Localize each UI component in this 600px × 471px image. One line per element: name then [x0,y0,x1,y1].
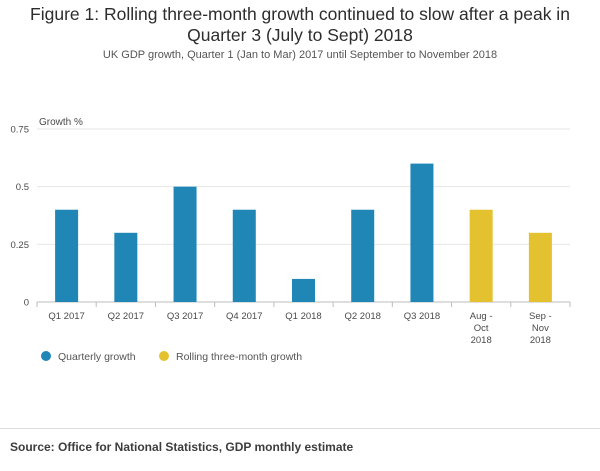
x-tick-label: Aug -Oct 2018 [470,311,493,346]
legend: Quarterly growth Rolling three-month grow… [41,351,302,363]
x-axis: Q1 2017 Q2 2017 Q3 2017 Q4 2017 Q1 2018 Q2 20… [36,302,571,346]
legend-label: Rolling three-month growth [176,351,302,363]
bar [173,186,197,302]
chart-title: Figure 1: Rolling three-month growth con… [0,4,600,46]
y-tick-label: 0.5 [16,182,29,193]
bars [55,163,552,302]
x-tick-label: Q2 2018 [344,311,380,322]
x-tick-label: Q2 2017 [108,311,144,322]
y-axis-ticks: 0 0.25 0.5 0.75 [11,125,30,309]
y-tick-label: 0.25 [11,240,30,251]
chart-title-line-1: Figure 1: Rolling three-month growth con… [30,4,570,24]
y-tick-label: 0.75 [11,125,30,136]
x-tick-label: Sep -Nov 2018 [529,311,552,346]
x-tick-label: Q4 2017 [226,311,262,322]
bar [410,163,434,302]
bar [469,209,493,302]
bar [292,278,315,302]
bar [351,209,375,302]
source-note: Source: Office for National Statistics, … [10,440,354,454]
chart-subtitle: UK GDP growth, Quarter 1 (Jan to Mar) 20… [102,49,498,61]
chart-title-line-2: Quarter 3 (July to Sept) 2018 [187,25,413,45]
bar [528,232,552,302]
x-tick-label: Q3 2017 [167,311,203,322]
y-axis-title: Growth % [39,117,83,128]
legend-marker [159,351,169,361]
x-tick-label: Q1 2017 [48,311,84,322]
bar-chart: 0 0.25 0.5 0.75 Growth % Q1 2017 Q2 2017 Q3 2… [11,117,571,363]
y-tick-label: 0 [24,298,29,309]
legend-label: Quarterly growth [58,351,136,363]
bar [55,209,79,302]
x-tick-label: Q1 2018 [285,311,321,322]
bar [232,209,256,302]
legend-marker [41,351,51,361]
x-tick-label: Q3 2018 [404,311,440,322]
bar [114,232,138,302]
source-divider [0,428,600,429]
